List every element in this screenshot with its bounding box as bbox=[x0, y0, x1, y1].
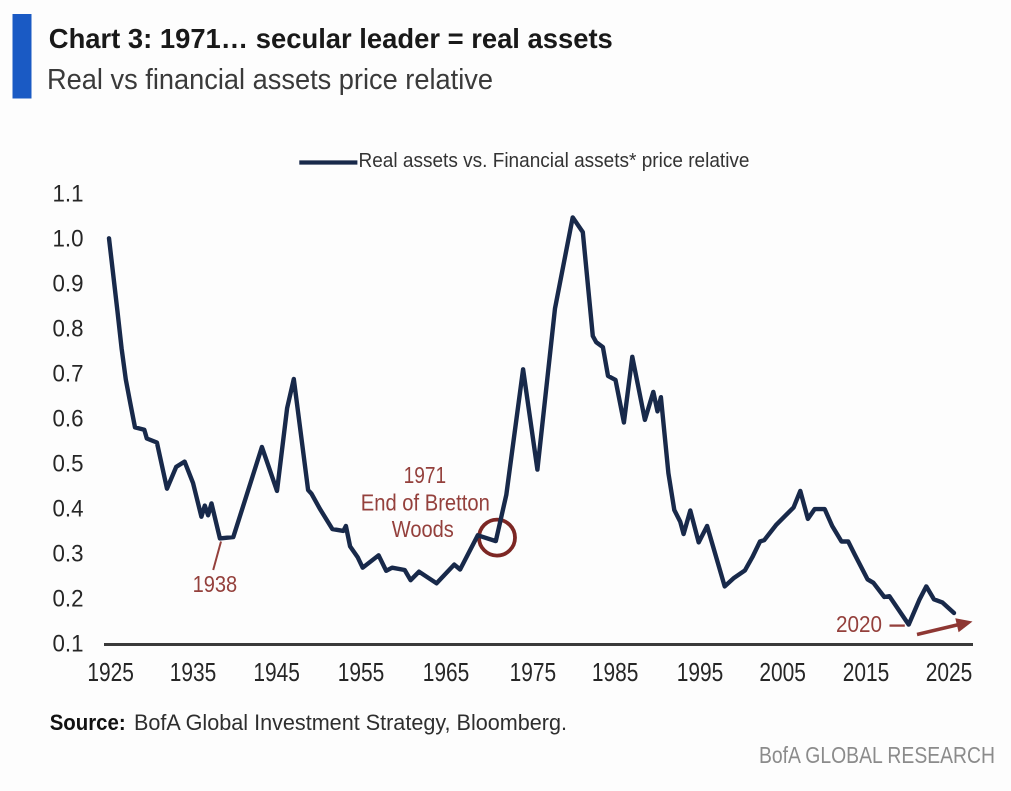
svg-text:1938: 1938 bbox=[193, 571, 238, 597]
svg-text:1.0: 1.0 bbox=[53, 225, 84, 252]
svg-text:0.6: 0.6 bbox=[53, 405, 84, 432]
svg-text:1935: 1935 bbox=[170, 659, 217, 687]
svg-text:End of Bretton: End of Bretton bbox=[361, 490, 490, 516]
svg-text:1955: 1955 bbox=[338, 659, 385, 687]
svg-text:1945: 1945 bbox=[253, 659, 300, 687]
svg-text:BofA GLOBAL RESEARCH: BofA GLOBAL RESEARCH bbox=[759, 742, 995, 768]
svg-text:0.3: 0.3 bbox=[53, 540, 84, 567]
svg-text:0.9: 0.9 bbox=[53, 270, 84, 297]
svg-text:Real vs financial assets price: Real vs financial assets price relative bbox=[47, 64, 493, 96]
svg-text:1925: 1925 bbox=[87, 659, 134, 687]
svg-text:0.2: 0.2 bbox=[53, 585, 84, 612]
svg-text:0.4: 0.4 bbox=[53, 495, 84, 522]
svg-text:0.7: 0.7 bbox=[53, 360, 84, 387]
svg-text:1965: 1965 bbox=[423, 659, 470, 687]
svg-text:0.8: 0.8 bbox=[53, 315, 84, 342]
svg-text:1995: 1995 bbox=[677, 659, 724, 687]
svg-text:0.1: 0.1 bbox=[53, 630, 84, 657]
svg-text:2005: 2005 bbox=[759, 659, 806, 687]
svg-text:1971: 1971 bbox=[404, 462, 447, 488]
svg-text:1985: 1985 bbox=[592, 659, 639, 687]
svg-text:2025: 2025 bbox=[926, 659, 973, 687]
svg-text:Chart 3: 1971… secular leader: Chart 3: 1971… secular leader = real ass… bbox=[49, 23, 613, 54]
svg-text:0.5: 0.5 bbox=[53, 450, 84, 477]
svg-text:1975: 1975 bbox=[510, 659, 557, 687]
svg-text:Source:BofA Global Investment: Source: BofA Global Investment Strategy, … bbox=[50, 710, 567, 735]
svg-text:2020: 2020 bbox=[836, 611, 882, 637]
svg-text:2015: 2015 bbox=[843, 659, 890, 687]
svg-text:Real assets vs. Financial asse: Real assets vs. Financial assets* price … bbox=[359, 149, 750, 172]
svg-text:1.1: 1.1 bbox=[53, 180, 84, 207]
svg-text:Woods: Woods bbox=[392, 516, 454, 542]
